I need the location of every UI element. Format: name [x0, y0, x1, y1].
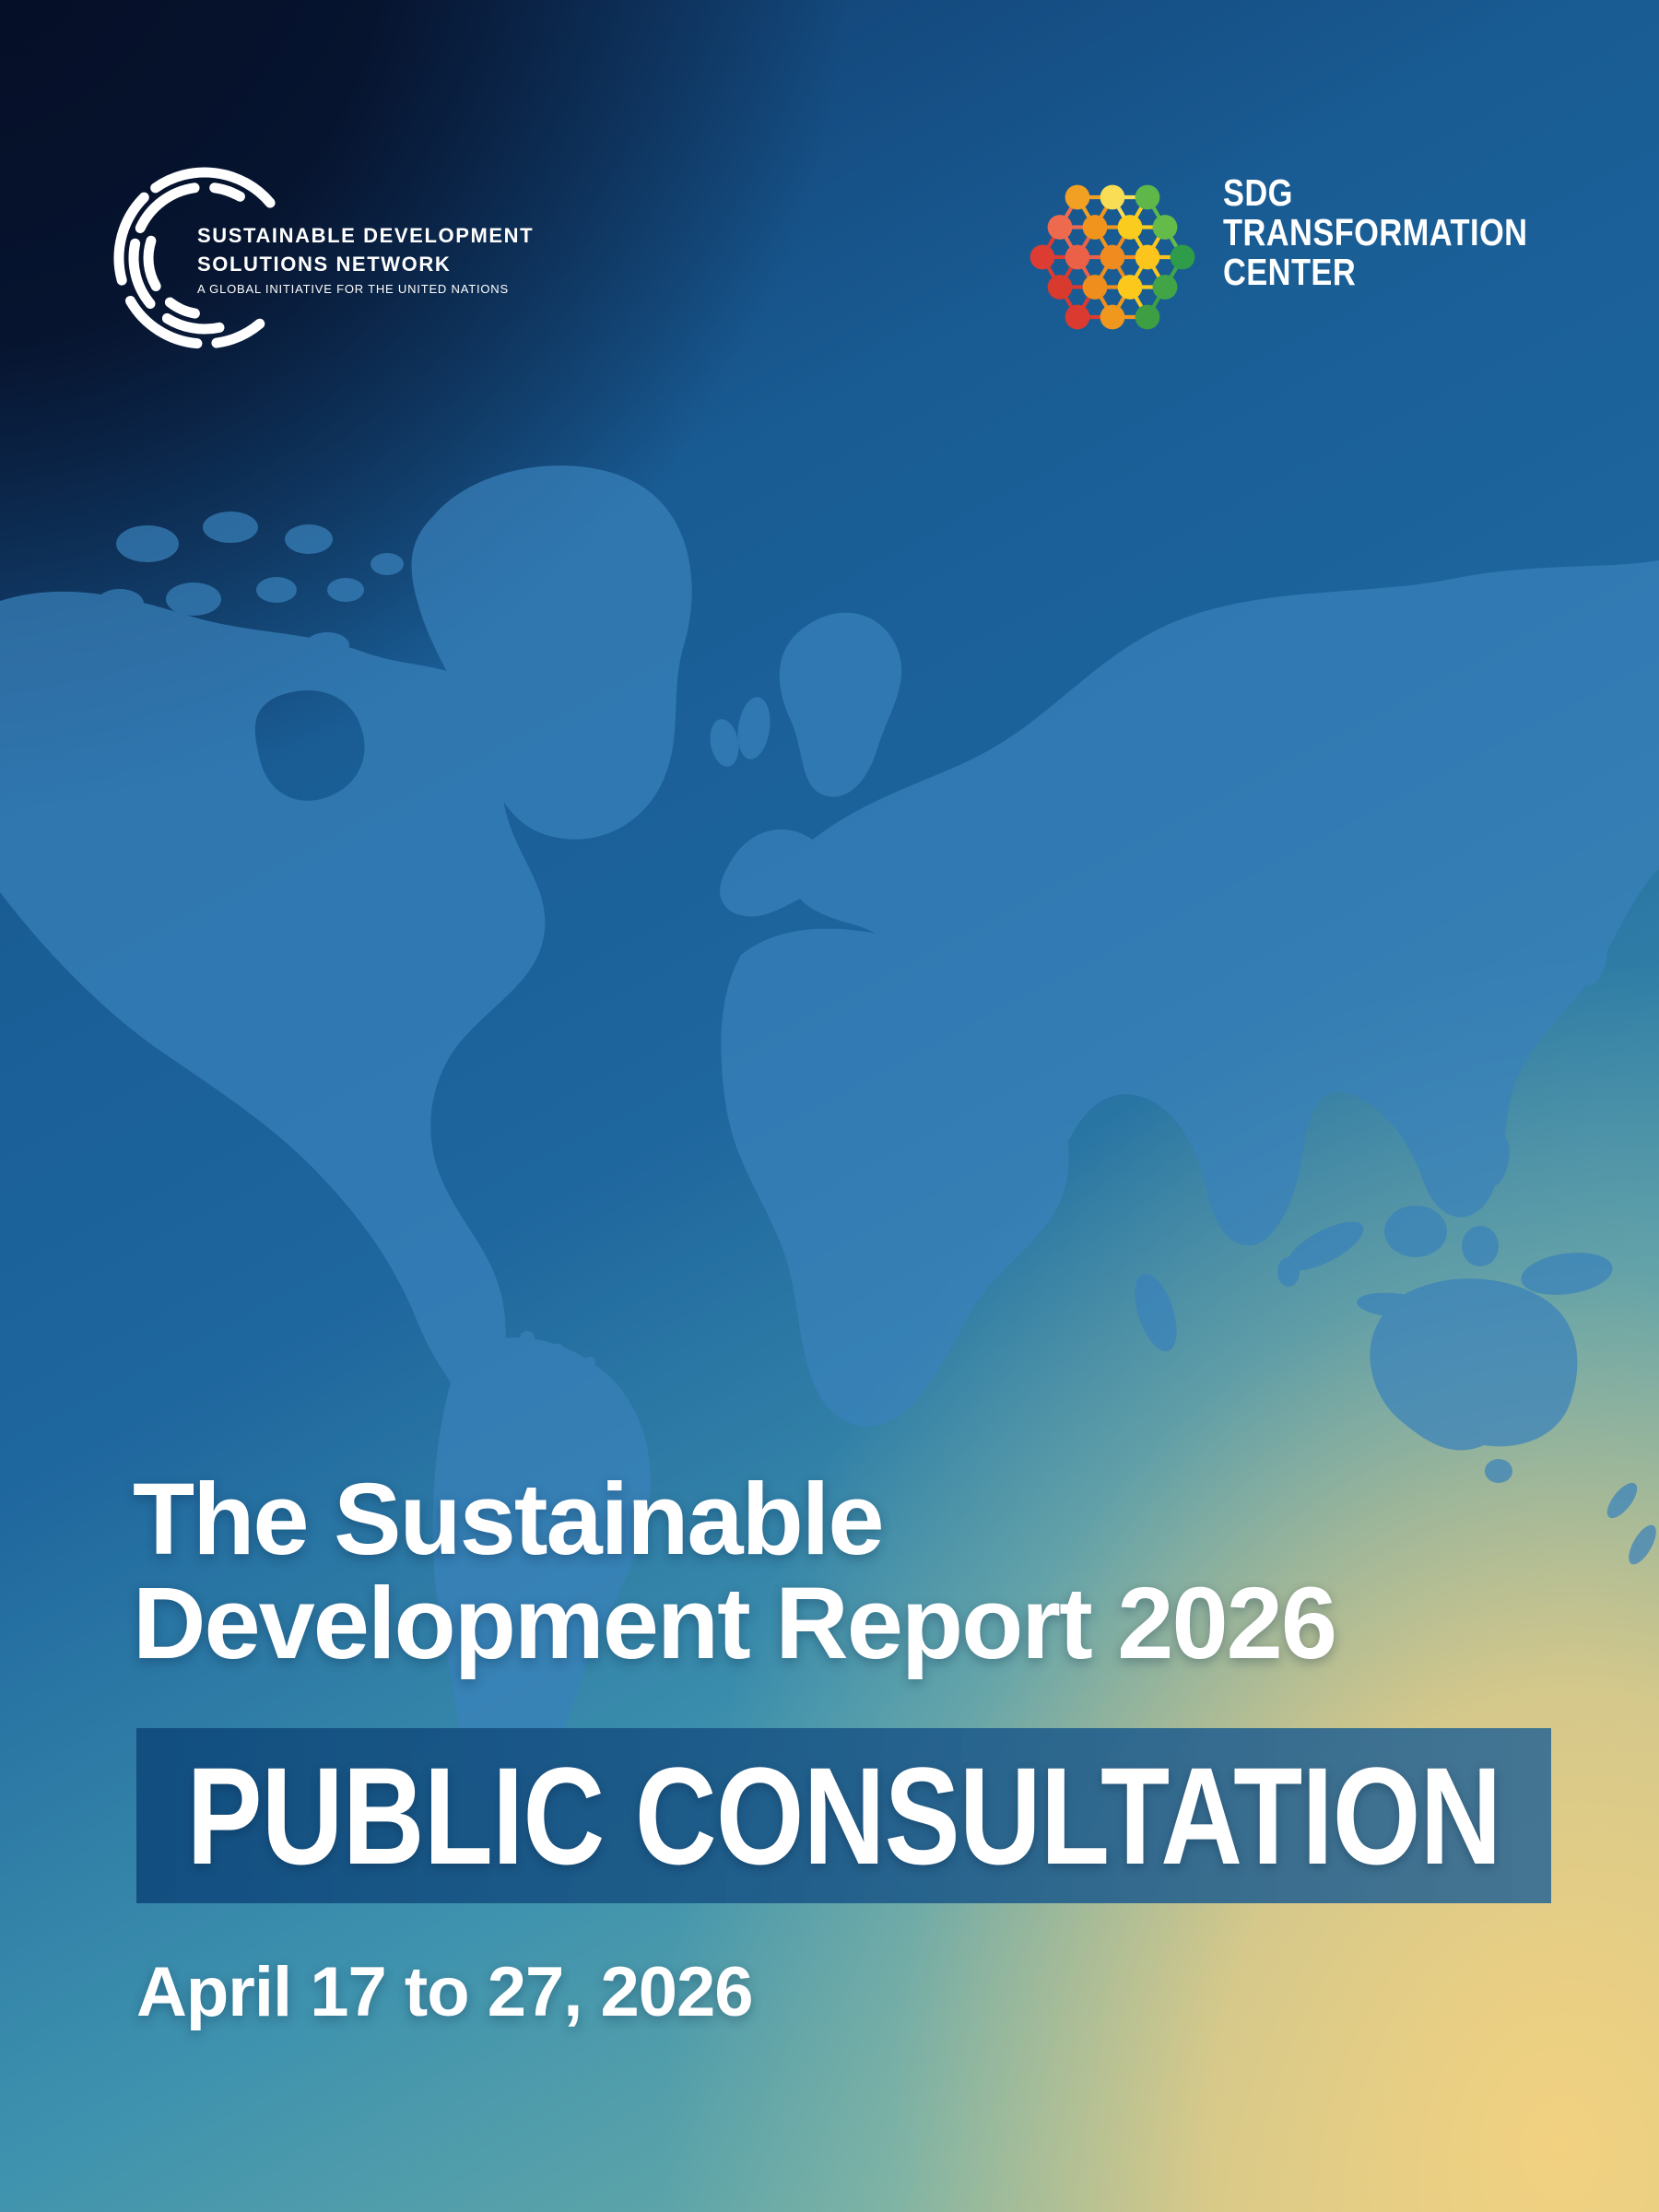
- hex-dot: [1082, 215, 1108, 240]
- hex-dot: [1100, 184, 1125, 210]
- world-map-land: [0, 465, 1659, 1805]
- sdsn-tagline: A GLOBAL INITIATIVE FOR THE UNITED NATIO…: [197, 282, 509, 296]
- hex-dot: [1047, 215, 1073, 240]
- hex-dot: [1100, 244, 1125, 270]
- public-consultation-banner: PUBLIC CONSULTATION: [136, 1728, 1551, 1903]
- hex-dot: [1047, 275, 1073, 300]
- hex-dot: [1100, 304, 1125, 330]
- page-title: The Sustainable Development Report 2026: [133, 1463, 1337, 1680]
- hex-dot: [1065, 184, 1090, 210]
- title-line2: Development Report 2026: [133, 1567, 1337, 1680]
- sdg-logo-line3: CENTER: [1223, 251, 1357, 293]
- sdsn-logo: SUSTAINABLE DEVELOPMENT SOLUTIONS NETWOR…: [112, 162, 684, 374]
- consultation-dates: April 17 to 27, 2026: [136, 1953, 754, 2031]
- hex-dot: [1030, 244, 1055, 270]
- sdsn-circle-icon: [113, 167, 296, 349]
- hex-dot: [1082, 275, 1108, 300]
- hex-dot: [1065, 304, 1090, 330]
- hex-dot: [1152, 215, 1178, 240]
- hex-dot: [1117, 215, 1143, 240]
- hex-dot: [1117, 275, 1143, 300]
- hex-dot: [1065, 244, 1090, 270]
- sdg-logo-line2: TRANSFORMATION: [1223, 211, 1528, 253]
- banner-label: PUBLIC CONSULTATION: [186, 1737, 1501, 1893]
- sdg-transformation-center-logo: SDG TRANSFORMATION CENTER: [1003, 147, 1574, 369]
- sdg-hex-logo-icon: [1030, 184, 1195, 330]
- hex-dot: [1152, 275, 1178, 300]
- sdsn-name-line2: SOLUTIONS NETWORK: [197, 253, 452, 276]
- hex-dot: [1135, 244, 1160, 270]
- hex-dot: [1170, 244, 1195, 270]
- hex-dot: [1135, 304, 1160, 330]
- sdg-logo-line1: SDG: [1223, 171, 1293, 214]
- title-line1: The Sustainable: [133, 1463, 885, 1576]
- sdsn-name-line1: SUSTAINABLE DEVELOPMENT: [197, 224, 535, 247]
- hex-dot: [1135, 184, 1160, 210]
